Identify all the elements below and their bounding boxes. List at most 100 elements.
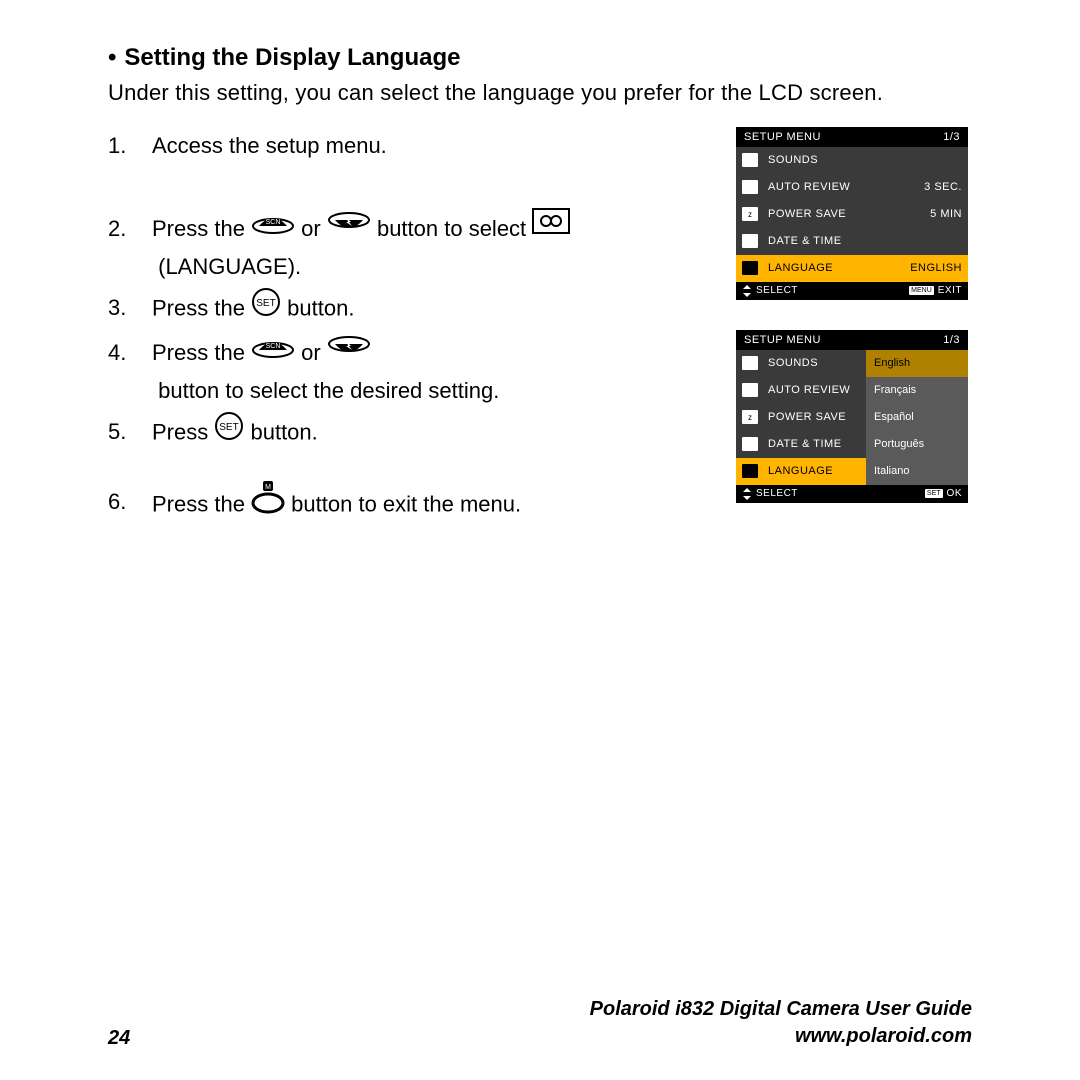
lcd-screenshot-2: SETUP MENU 1/3 SOUNDS AUTO REVIEW z POWER S… [736, 330, 968, 503]
lcd2-menu-col: SOUNDS AUTO REVIEW z POWER SAVE DATE & TIME L… [736, 350, 866, 485]
lcd2-page: 1/3 [943, 334, 960, 346]
svg-text:z: z [748, 413, 752, 422]
step-4-text-b: or [295, 334, 327, 371]
heading-text: Setting the Display Language [124, 44, 460, 71]
power-icon: z [742, 207, 758, 221]
lcd2-badge: SET [925, 489, 943, 498]
lcd2-option-português: Português [866, 431, 968, 458]
lcd2-header: SETUP MENU 1/3 [736, 330, 968, 350]
step-6-text-a: Press the [152, 491, 251, 516]
speaker-icon [742, 153, 758, 167]
lcd1-exit-label: EXIT [938, 285, 962, 296]
lang-icon [742, 464, 758, 478]
step-3-text-b: button. [287, 295, 354, 320]
guide-line-1: Polaroid i832 Digital Camera User Guide [590, 996, 972, 1023]
set-button-icon: SET [214, 411, 244, 452]
lcd1-row-date-&-time: DATE & TIME [736, 228, 968, 255]
lcd2-body: SOUNDS AUTO REVIEW z POWER SAVE DATE & TIME L… [736, 350, 968, 485]
guide-line-2: www.polaroid.com [590, 1023, 972, 1050]
lcd2-ok-label: OK [947, 488, 962, 499]
clock-icon [742, 234, 758, 248]
language-menu-icon [532, 208, 570, 245]
updown-arrows-icon [742, 285, 752, 297]
lcd2-title: SETUP MENU [744, 334, 821, 346]
lcd1-header: SETUP MENU 1/3 [736, 127, 968, 147]
svg-text:z: z [748, 210, 752, 219]
lcd2-select-label: SELECT [756, 488, 798, 499]
step-1-text: Access the setup menu. [152, 133, 387, 158]
lcd1-body: SOUNDS AUTO REVIEW3 SEC. z POWER SAVE 5 MIN D… [736, 147, 968, 282]
row-label: POWER SAVE [768, 411, 846, 423]
review-icon [742, 383, 758, 397]
row-label: POWER SAVE [768, 208, 846, 220]
row-label: AUTO REVIEW [768, 384, 850, 396]
step-2-text-d: (LANGUAGE). [152, 248, 301, 285]
lcd1-footer-right: MENU EXIT [909, 285, 962, 296]
lcd2-options-col: EnglishFrançaisEspañolPortuguêsItaliano [866, 350, 968, 485]
scn-up-button-icon: SCN [251, 208, 295, 245]
flash-down-button-icon [327, 208, 371, 245]
section-heading: • Setting the Display Language [108, 44, 972, 72]
svg-text:SET: SET [256, 298, 275, 309]
row-value: 5 MIN [930, 208, 962, 220]
page-number: 24 [108, 1027, 130, 1050]
row-label: LANGUAGE [768, 465, 833, 477]
lcd2-row-auto-review: AUTO REVIEW [736, 377, 866, 404]
intro-text: Under this setting, you can select the l… [108, 78, 972, 109]
power-icon: z [742, 410, 758, 424]
step-2-text-c: button to select [371, 210, 532, 247]
lcd1-footer-left: SELECT [742, 285, 798, 297]
row-label: DATE & TIME [768, 235, 842, 247]
lcd2-option-français: Français [866, 377, 968, 404]
step-2-text-a: Press the [152, 210, 251, 247]
page-footer: 24 Polaroid i832 Digital Camera User Gui… [108, 996, 972, 1050]
lcd1-select-label: SELECT [756, 285, 798, 296]
svg-text:SCN: SCN [266, 343, 281, 350]
speaker-icon [742, 356, 758, 370]
step-4-text-c: button to select the desired setting. [152, 372, 499, 409]
lcd2-row-power-save: z POWER SAVE [736, 404, 866, 431]
row-value: ENGLISH [910, 262, 962, 274]
lcd2-option-español: Español [866, 404, 968, 431]
lang-icon [742, 261, 758, 275]
step-2: Press the SCN or button to select (L [108, 210, 708, 285]
row-label: SOUNDS [768, 357, 818, 369]
step-5-text-a: Press [152, 420, 214, 445]
row-label: DATE & TIME [768, 438, 842, 450]
scn-up-button-icon: SCN [251, 332, 295, 369]
lcd2-option-italiano: Italiano [866, 458, 968, 485]
svg-text:SET: SET [220, 422, 239, 433]
updown-arrows-icon [742, 488, 752, 500]
lcd1-page: 1/3 [943, 131, 960, 143]
lcd2-footer: SELECT SET OK [736, 485, 968, 503]
svg-text:SCN: SCN [266, 219, 281, 226]
flash-down-button-icon [327, 332, 371, 369]
lcd2-row-date-&-time: DATE & TIME [736, 431, 866, 458]
step-6-text-b: button to exit the menu. [291, 491, 521, 516]
menu-button-icon: M [251, 481, 285, 526]
clock-icon [742, 437, 758, 451]
lcd1-badge: MENU [909, 286, 934, 295]
lcd2-option-english: English [866, 350, 968, 377]
step-6: Press the M button to exit the menu. [108, 483, 708, 528]
steps-list: Access the setup menu. Press the SCN or … [108, 127, 708, 528]
row-label: AUTO REVIEW [768, 181, 850, 193]
row-label: SOUNDS [768, 154, 818, 166]
guide-title: Polaroid i832 Digital Camera User Guide … [590, 996, 972, 1050]
review-icon [742, 180, 758, 194]
step-5: Press SET button. [108, 413, 708, 454]
lcd1-title: SETUP MENU [744, 131, 821, 143]
lcd1-row-power-save: z POWER SAVE 5 MIN [736, 201, 968, 228]
step-5-text-b: button. [250, 420, 317, 445]
lcd1-row-auto-review: AUTO REVIEW3 SEC. [736, 174, 968, 201]
step-4-text-a: Press the [152, 334, 251, 371]
step-3: Press the SET button. [108, 289, 708, 330]
bullet-icon: • [108, 44, 116, 71]
lcd2-row-sounds: SOUNDS [736, 350, 866, 377]
lcd2-footer-left: SELECT [742, 488, 798, 500]
step-2-text-b: or [295, 210, 327, 247]
lcd1-row-sounds: SOUNDS [736, 147, 968, 174]
lcd-screenshot-1: SETUP MENU 1/3 SOUNDS AUTO REVIEW3 SEC. z P… [736, 127, 968, 300]
step-3-text-a: Press the [152, 295, 251, 320]
step-4: Press the SCN or button to select the de… [108, 334, 708, 409]
